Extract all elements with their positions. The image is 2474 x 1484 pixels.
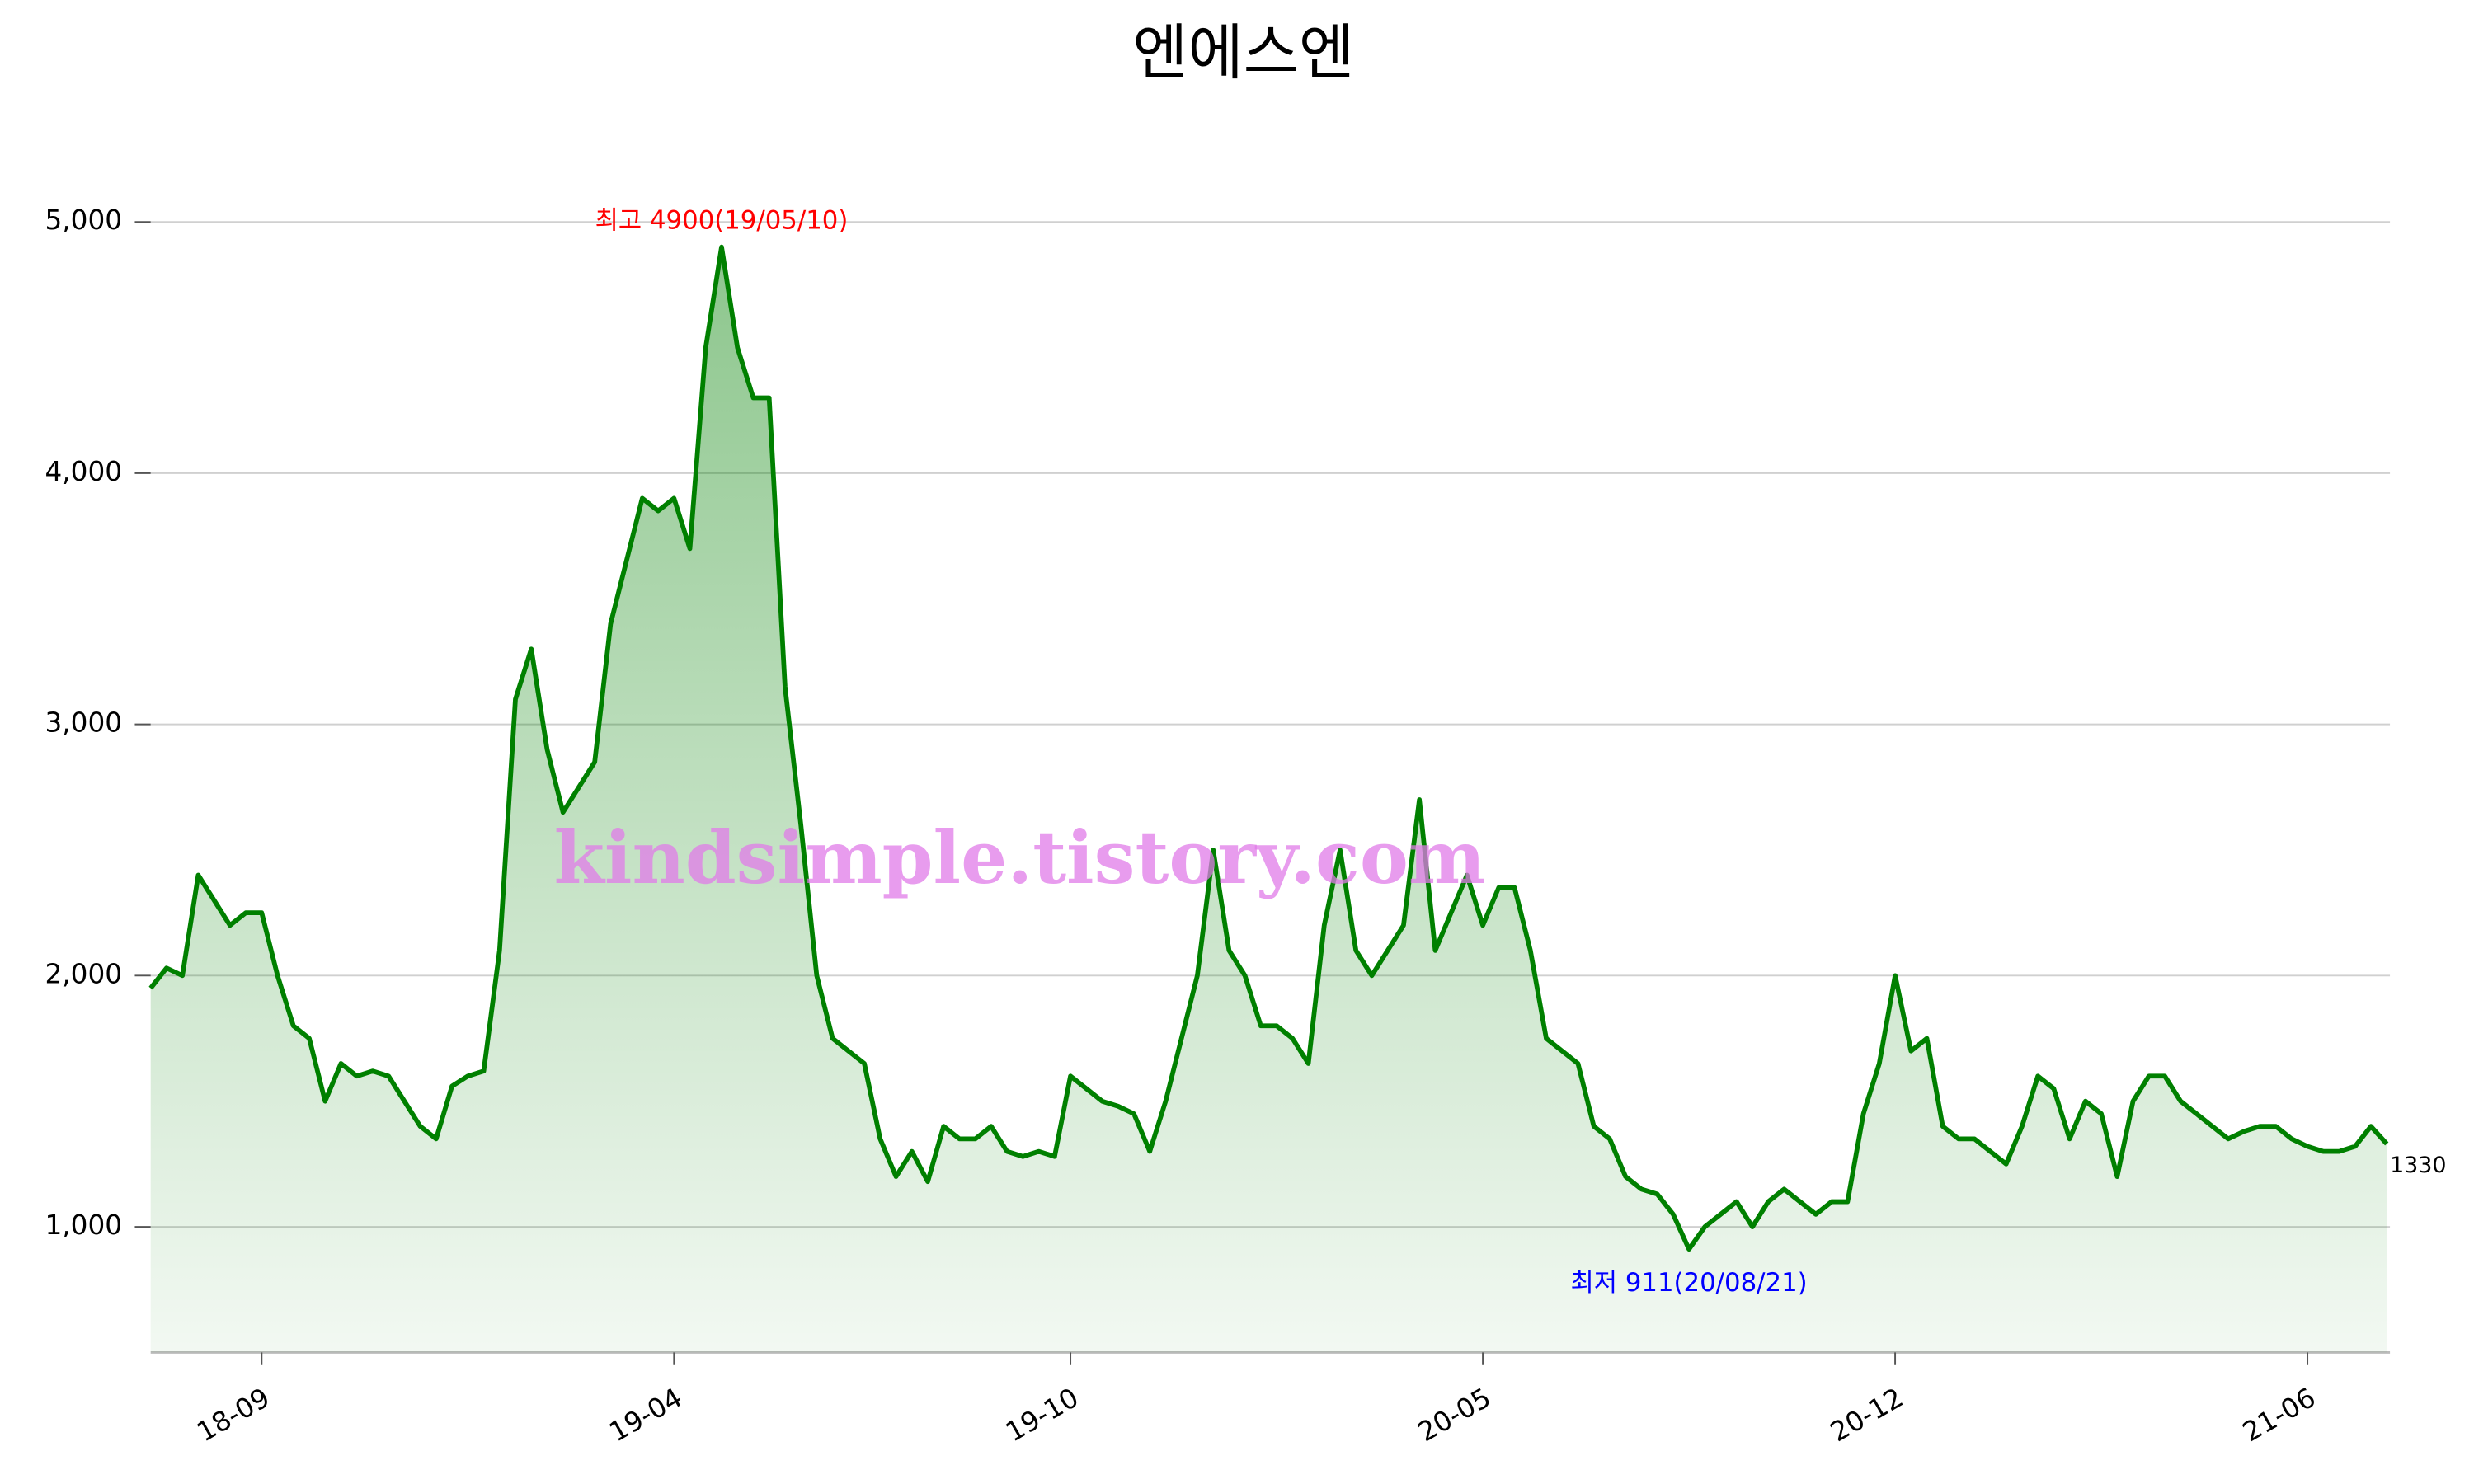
x-tick-label: 19-04 <box>604 1382 687 1448</box>
area <box>150 247 2387 1353</box>
value-label: 1330 <box>2390 1153 2446 1178</box>
y-tick-label: 2,000 <box>45 958 122 989</box>
max-annotation: 최고 4900(19/05/10) <box>595 205 849 235</box>
x-tick-label: 21-06 <box>2237 1382 2321 1448</box>
price-line <box>148 244 2389 1252</box>
y-tick-label: 4,000 <box>45 456 122 487</box>
chart-title: 엔에스엔 <box>1132 18 1354 88</box>
watermark: kindsimple.tistory.com <box>554 815 1486 900</box>
y-tick-label: 3,000 <box>45 707 122 739</box>
y-tick-label: 1,000 <box>45 1209 122 1241</box>
x-tick-label: 20-12 <box>1825 1382 1908 1448</box>
x-tick-label: 20-05 <box>1413 1382 1496 1448</box>
x-tick-label: 19-10 <box>1000 1382 1084 1448</box>
y-tick-label: 5,000 <box>45 204 122 236</box>
min-annotation: 최저 911(20/08/21) <box>1570 1268 1807 1298</box>
x-tick-label: 18-09 <box>191 1382 275 1448</box>
